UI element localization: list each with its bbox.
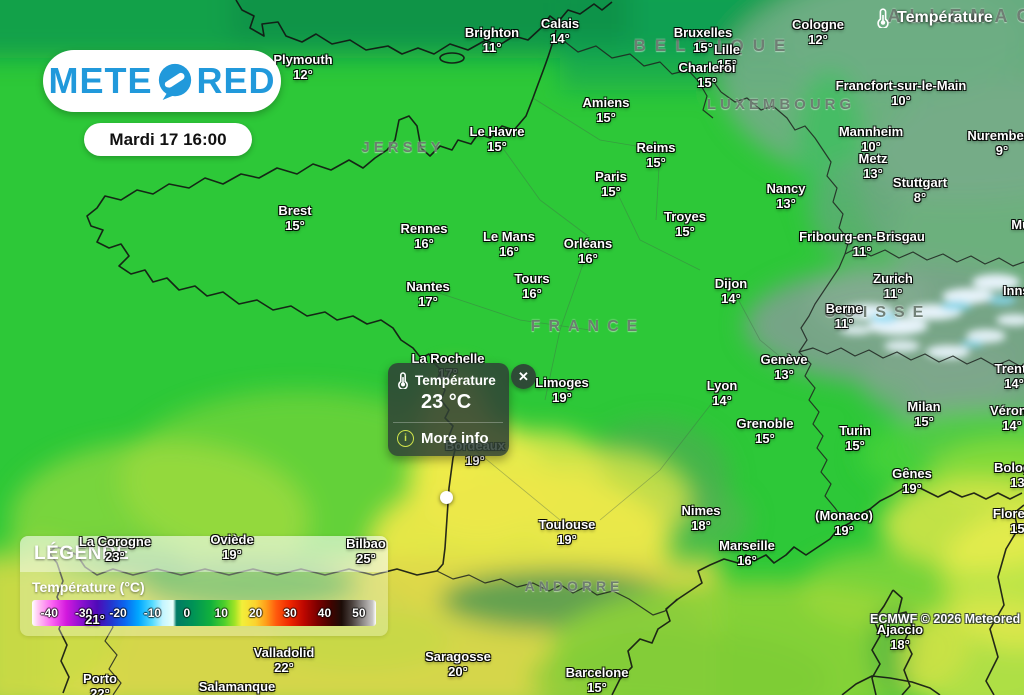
legend-tick: -40 — [40, 606, 58, 620]
logo-text-end: RED — [196, 60, 276, 101]
legend-tick: 10 — [214, 606, 228, 620]
temperature-tooltip: Température 23 °C i More info — [388, 363, 509, 456]
legend-colorbar: -40 -30 -20 -10 0 10 20 — [32, 600, 376, 626]
layer-toggle[interactable]: Température — [876, 8, 993, 28]
tooltip-title: Température — [415, 373, 496, 388]
more-info-button[interactable]: i More info — [397, 430, 499, 447]
meteored-bubble-icon — [158, 63, 191, 100]
legend-tick: -10 — [143, 606, 162, 620]
meteored-logo[interactable]: METE RED — [43, 50, 281, 112]
layer-toggle-label: Température — [897, 9, 993, 26]
legend-tick: 40 — [317, 606, 332, 620]
thermometer-icon — [398, 372, 408, 389]
legend-tick: 0 — [183, 606, 191, 620]
datetime-pill[interactable]: Mardi 17 16:00 — [84, 123, 252, 156]
legend-tick: 20 — [248, 606, 263, 620]
admin-lines — [429, 97, 785, 521]
legend-scale-label: Température (°C) — [32, 579, 145, 595]
alps-snow — [840, 274, 1024, 359]
legend-header: LÉGENDE — [20, 536, 388, 572]
legend-tick: 50 — [352, 606, 366, 620]
tooltip-close-button[interactable]: ✕ — [511, 364, 536, 389]
info-icon: i — [397, 430, 414, 447]
tooltip-value: 23 °C — [421, 391, 472, 413]
legend-title: LÉGENDE — [34, 543, 130, 564]
more-info-label: More info — [421, 430, 489, 447]
legend-tick: -30 — [74, 606, 93, 620]
legend-panel: LÉGENDE Température (°C) -40 -30 -20 -10 — [20, 536, 388, 636]
datetime-label: Mardi 17 16:00 — [109, 129, 227, 149]
legend-ticks: -40 -30 -20 -10 0 10 20 — [32, 600, 376, 626]
selected-point-marker — [440, 491, 453, 504]
legend-tick: 30 — [283, 606, 297, 620]
tooltip-divider — [393, 422, 503, 423]
logo-text-start: METE — [48, 60, 153, 101]
legend-tick: -20 — [109, 606, 127, 620]
attribution: ECMWF © 2026 Meteored — [870, 612, 1021, 626]
close-icon: ✕ — [518, 368, 529, 384]
thermometer-icon — [877, 8, 889, 28]
